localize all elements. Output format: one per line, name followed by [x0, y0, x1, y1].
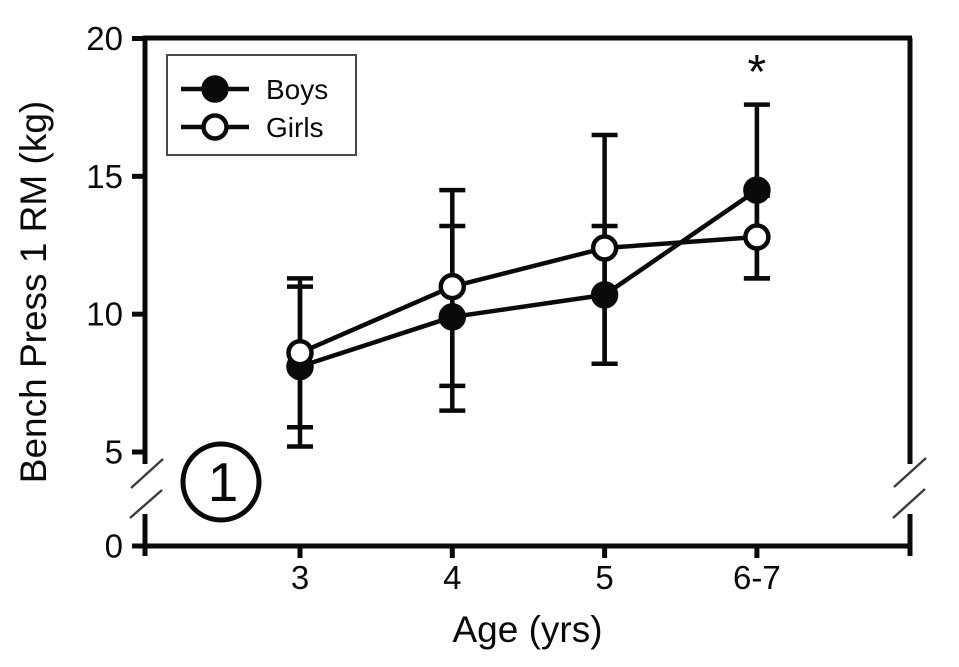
x-axis-title: Age (yrs) [452, 609, 602, 650]
marker-boys-6-7 [743, 176, 771, 204]
y-tick-label-5: 5 [105, 434, 123, 471]
x-tick-label-3: 3 [291, 559, 309, 596]
legend-label-girls: Girls [266, 112, 324, 143]
left-axis-break-slash [130, 458, 164, 489]
marker-boys-5 [590, 281, 619, 309]
right-axis-break-slash [893, 457, 927, 488]
x-tick-label-5: 5 [595, 559, 613, 596]
y-axis-title: Bench Press 1 RM (kg) [13, 101, 54, 483]
axis-break-marks [129, 457, 927, 519]
panel-number-circle [180, 441, 262, 523]
axes [132, 35, 913, 558]
legend-item-girls: Girls [181, 112, 324, 143]
marker-boys-4 [438, 303, 467, 331]
series-girls [287, 132, 770, 430]
legend-label-boys: Boys [266, 74, 328, 105]
series-boys [287, 102, 770, 449]
legend-marker-girls [201, 113, 229, 141]
legend-marker-boys [201, 75, 229, 103]
left-axis-break-slash [129, 489, 163, 519]
marker-girls-6-7 [743, 223, 771, 251]
marker-girls-4 [438, 272, 467, 301]
series-line-boys [299, 188, 759, 369]
y-tick-label-20: 20 [86, 20, 123, 57]
series-markers-girls [286, 223, 771, 367]
y-tick-label-15: 15 [86, 158, 123, 195]
y-tick-label-0: 0 [105, 528, 123, 565]
legend: Boys Girls [166, 54, 357, 156]
y-tick-label-10: 10 [86, 296, 123, 333]
x-tick-label-6-7: 6-7 [733, 559, 781, 596]
x-tick-label-4: 4 [443, 559, 461, 596]
panel-number-badge: 1 [180, 441, 262, 523]
legend-item-boys: Boys [181, 74, 328, 105]
marker-girls-3 [286, 339, 314, 367]
marker-girls-5 [590, 234, 619, 262]
legend-box [166, 54, 357, 156]
right-axis-break-slash [892, 488, 926, 519]
panel-number-text: 1 [208, 451, 239, 513]
series-line-girls [299, 234, 758, 355]
significance-asterisk: * [748, 46, 767, 99]
